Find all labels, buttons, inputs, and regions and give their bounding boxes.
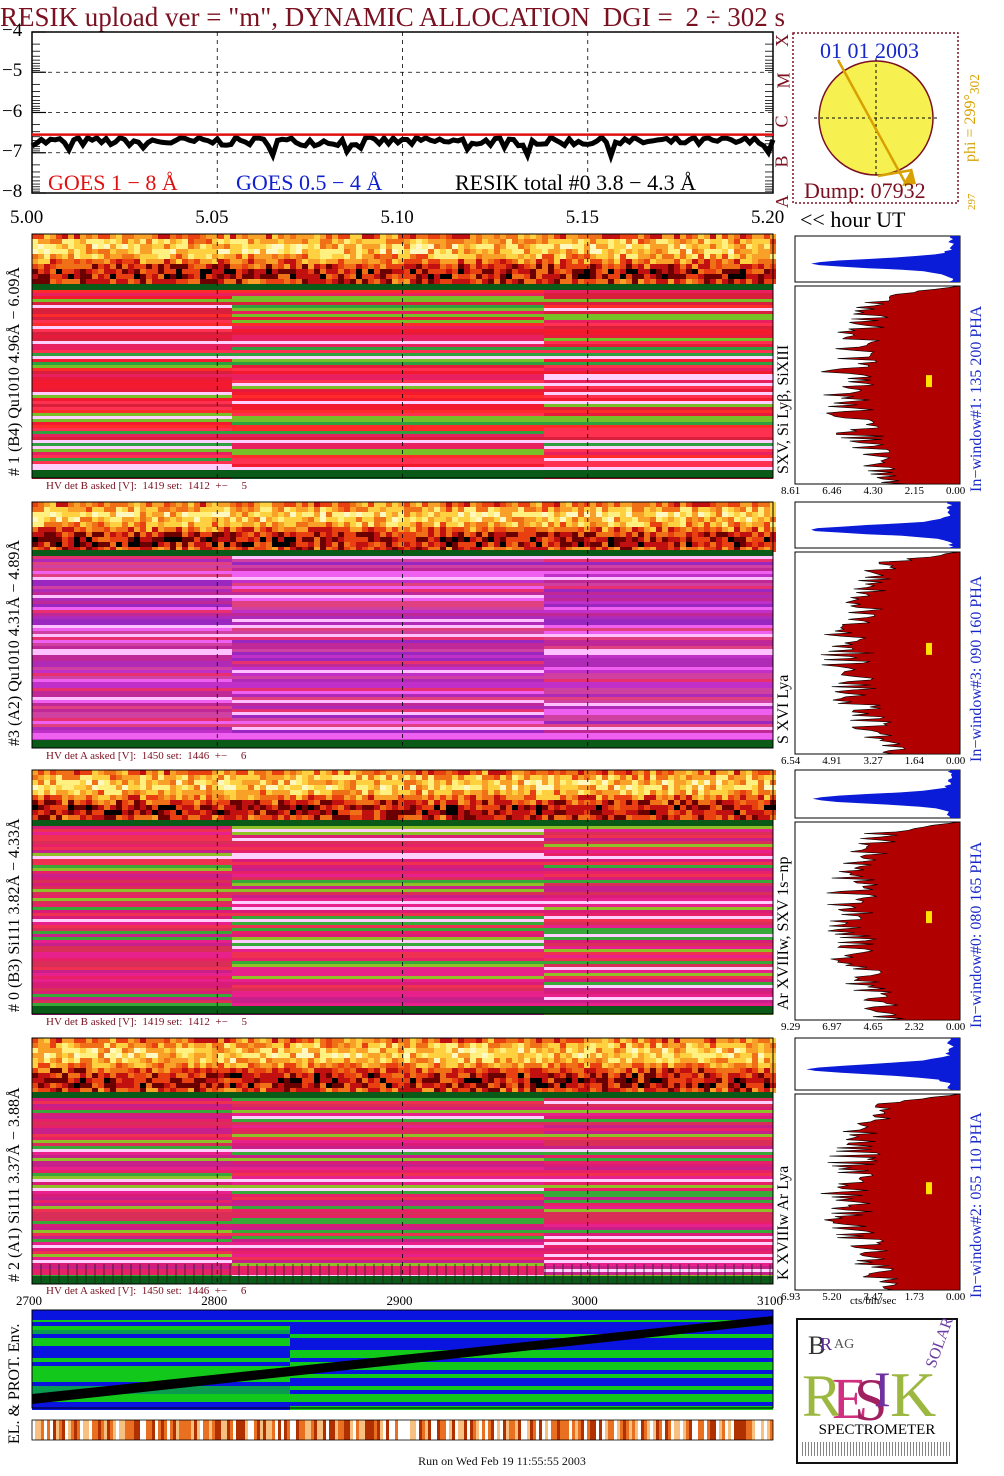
- goes-plot: [30, 31, 776, 194]
- roll-arrow-tick: [877, 168, 913, 178]
- dump-number: Dump: 07932: [804, 178, 926, 203]
- spectrogram-frame: [31, 233, 774, 479]
- x-tick-label: 5.05: [195, 207, 229, 228]
- hv-status: HV det B asked [V]: 1419 set: 1412 +− 5: [46, 1016, 248, 1028]
- roll-arrow: [836, 59, 908, 185]
- spectrum-profile: [820, 1093, 961, 1291]
- pha-tick-label: 2.15: [904, 485, 924, 497]
- goes-legend-short: GOES 0.5 − 4 Å: [236, 170, 383, 195]
- x-tick-label: 5.00: [10, 207, 44, 228]
- x-tick-label: 5.15: [565, 207, 599, 228]
- logo-fineprint: [802, 1442, 952, 1456]
- pha-tick-label: 3.47: [863, 1291, 883, 1303]
- env-x-tick: 2900: [386, 1293, 413, 1308]
- pha-histogram: [811, 502, 960, 548]
- pha-tick-label: 6.93: [781, 1291, 801, 1303]
- run-timestamp: Run on Wed Feb 19 11:55:55 2003: [418, 1454, 586, 1468]
- env-x-tick: 2700: [16, 1293, 42, 1308]
- x-tick-label: 5.20: [751, 207, 785, 228]
- y-tick-label: −8: [2, 181, 23, 202]
- pha-histogram: [806, 1038, 960, 1090]
- spectrum-profile: [826, 821, 961, 1021]
- resik-legend: RESIK total #0 3.8 − 4.3 Å: [455, 170, 696, 195]
- page-title: RESIK upload ver = "m", DYNAMIC ALLOCATI…: [0, 2, 1004, 33]
- y-tick-label: −7: [2, 140, 23, 162]
- hv-status: HV det A asked [V]: 1450 set: 1446 +− 6: [46, 750, 247, 762]
- pha-tick-label: 4.91: [822, 755, 842, 767]
- pha-tick-label: 5.20: [822, 1291, 842, 1303]
- logo-art: B R AG R E S I K SOLAR: [802, 1315, 957, 1433]
- title-prefix: RESIK upload ver = "m", DYNAMIC ALLOCATI…: [0, 2, 590, 32]
- pha-histogram: [811, 236, 960, 282]
- y-tick-label: −5: [2, 60, 23, 82]
- env-frame: [31, 1309, 774, 1409]
- env-trend-line: [32, 1316, 773, 1404]
- env-label: EL. & PROT. Env.: [6, 1323, 23, 1444]
- window-marker: [926, 642, 932, 655]
- sun-disk: [792, 32, 959, 204]
- pha-tick-label: 4.65: [863, 1021, 883, 1033]
- roll-arrow-head: [902, 168, 916, 186]
- title-dgi: DGI =: [602, 2, 673, 32]
- x-unit-label: << hour UT: [800, 207, 906, 232]
- pha-unit-label: cts/bin/sec: [850, 1295, 897, 1307]
- pha-tick-label: 6.54: [781, 755, 801, 767]
- hv-status: HV det A asked [V]: 1450 set: 1446 +− 6: [46, 1285, 247, 1297]
- pha-tick-label: 1.73: [904, 1291, 924, 1303]
- pha-tick-label: 6.46: [822, 485, 842, 497]
- pha-tick-label: 3.27: [863, 755, 883, 767]
- window-marker: [926, 911, 932, 924]
- pha-tick-label: 0.00: [946, 755, 966, 767]
- obs-date: 01 01 2003: [820, 38, 919, 63]
- spectrogram-frame: [31, 501, 774, 749]
- env-x-tick: 2800: [201, 1293, 228, 1308]
- pha-tick-label: 0.00: [946, 485, 966, 497]
- goes-legend-long: GOES 1 − 8 Å: [48, 170, 178, 195]
- spectrogram-frame: [31, 769, 774, 1015]
- spectrogram-frame: [31, 1037, 774, 1285]
- pha-tick-label: 0.00: [946, 1021, 966, 1033]
- y-tick-label: −6: [2, 100, 23, 122]
- pha-tick-label: 8.61: [781, 485, 801, 497]
- pha-tick-label: 9.29: [781, 1021, 801, 1033]
- title-range: 2 ÷ 302 s: [685, 2, 786, 32]
- particle-strip: [31, 1419, 774, 1441]
- y-tick-label: −4: [2, 20, 23, 41]
- spectrum-profile: [820, 551, 961, 755]
- env-x-tick: 3100: [757, 1293, 783, 1308]
- window-marker: [926, 1182, 932, 1195]
- hv-status: HV det B asked [V]: 1419 set: 1412 +− 5: [46, 480, 248, 492]
- pha-tick-label: 1.64: [904, 755, 924, 767]
- window-marker: [926, 375, 932, 388]
- pha-tick-label: 4.30: [863, 485, 883, 497]
- pha-tick-label: 2.32: [904, 1021, 924, 1033]
- pha-tick-label: 0.00: [946, 1291, 966, 1303]
- x-tick-label: 5.10: [380, 207, 414, 228]
- resik-logo: B R AG R E S I K SOLAR SPECTROMETER: [796, 1315, 958, 1464]
- pha-histogram: [812, 770, 960, 818]
- pha-tick-label: 6.97: [822, 1021, 842, 1033]
- env-x-tick: 3000: [571, 1293, 598, 1308]
- logo-caption: SPECTROMETER: [818, 1422, 936, 1438]
- spectrum-profile: [821, 285, 961, 485]
- series-resik-total: [30, 133, 776, 164]
